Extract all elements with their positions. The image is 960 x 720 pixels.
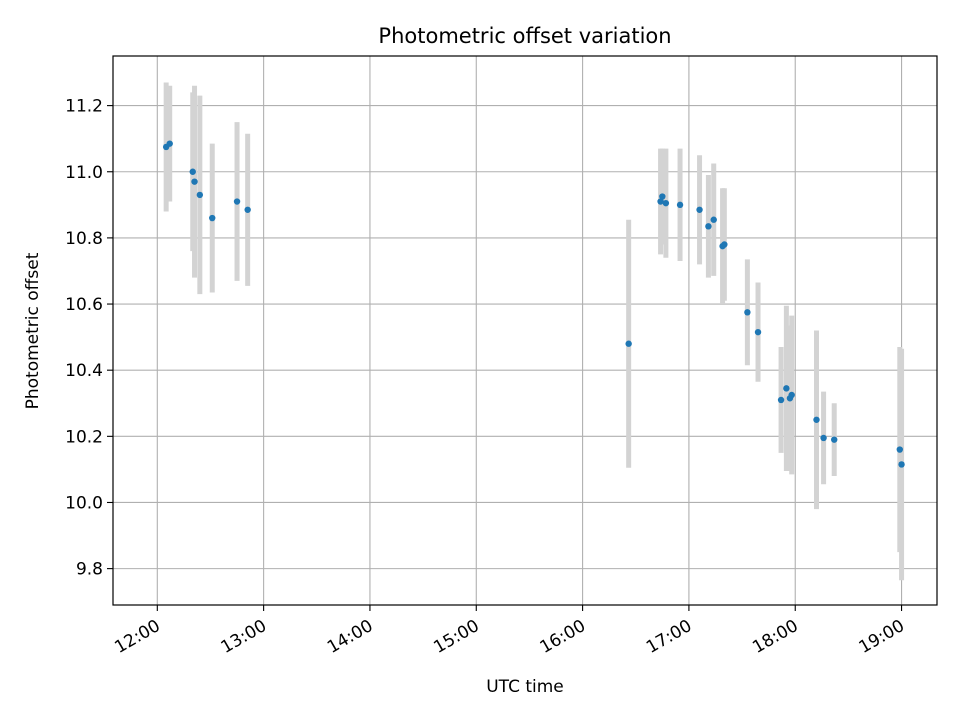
data-point [898, 461, 905, 468]
x-axis-ticks: 12:00 13:00 14:00 15:00 16:00 17:00 18:00 19:00 [111, 605, 908, 658]
data-point [820, 434, 827, 442]
data-point [710, 216, 717, 223]
data-point [659, 193, 666, 200]
data-point [244, 206, 251, 213]
data-point [777, 396, 785, 404]
y-tick-label: 10.4 [65, 361, 103, 381]
data-point [744, 309, 751, 316]
y-tick-label: 11.0 [65, 163, 103, 183]
data-point [754, 328, 762, 336]
data-point [233, 198, 241, 205]
x-tick-label: 13:00 [218, 616, 270, 658]
error-bars [163, 82, 905, 581]
data-point [813, 416, 820, 423]
data-points [162, 140, 905, 468]
data-point [662, 199, 670, 207]
y-axis-ticks: 9.8 10.0 10.2 10.4 10.6 10.8 11.0 11.2 [65, 97, 113, 580]
y-tick-label: 10.2 [65, 427, 103, 447]
y-tick-label: 10.0 [65, 493, 103, 513]
y-tick-label: 11.2 [65, 97, 103, 117]
grid-lines [113, 56, 937, 605]
plot-frame [112, 55, 938, 606]
data-point [896, 446, 903, 453]
data-point [783, 385, 790, 392]
x-tick-label: 18:00 [749, 616, 801, 658]
data-point [788, 391, 795, 399]
x-tick-label: 17:00 [643, 616, 695, 658]
y-tick-label: 9.8 [76, 560, 103, 580]
data-point [625, 340, 632, 347]
x-tick-label: 14:00 [324, 616, 376, 658]
x-tick-label: 16:00 [537, 616, 589, 658]
data-point [676, 201, 684, 209]
data-point [831, 436, 838, 443]
x-axis-label: UTC time [486, 677, 564, 697]
x-tick-label: 15:00 [430, 616, 482, 658]
data-point [196, 191, 204, 199]
data-point [166, 140, 173, 147]
data-point [705, 223, 712, 230]
data-point [209, 214, 216, 222]
x-tick-label: 12:00 [111, 616, 163, 658]
y-tick-label: 10.8 [65, 229, 103, 249]
data-point [657, 198, 664, 205]
chart-title: Photometric offset variation [378, 24, 671, 48]
data-point [721, 241, 728, 248]
data-point [696, 206, 703, 213]
y-axis-label: Photometric offset [23, 252, 43, 409]
data-point [191, 178, 198, 185]
data-point [189, 168, 196, 175]
x-tick-label: 19:00 [856, 616, 908, 658]
y-tick-label: 10.6 [65, 295, 103, 315]
